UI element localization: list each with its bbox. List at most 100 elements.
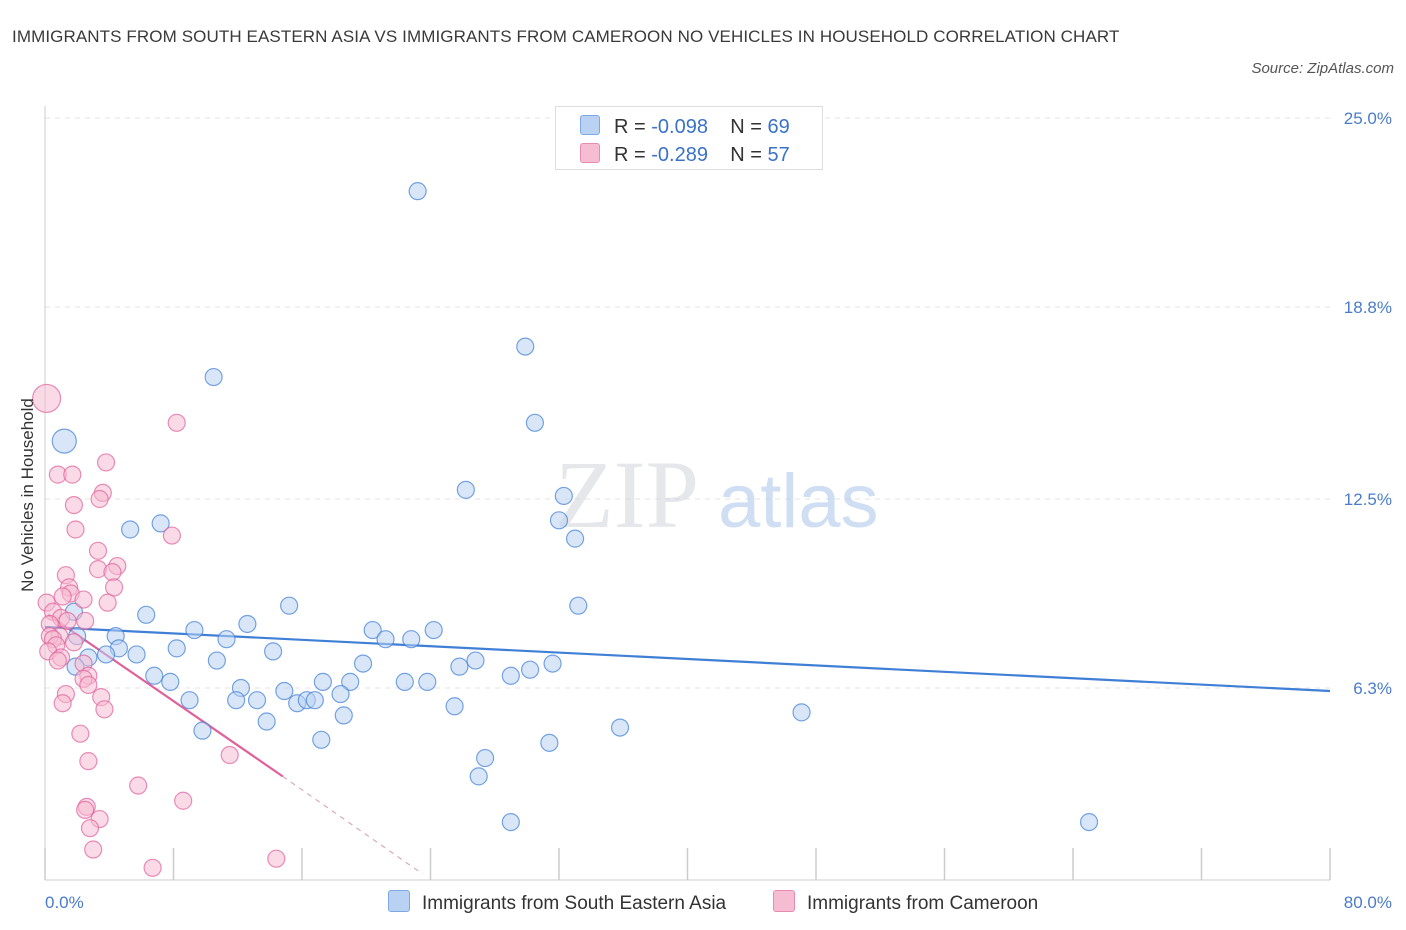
cameroon-point-16: [104, 578, 124, 597]
cameroon-point-30: [64, 633, 84, 652]
sea-point-3: [516, 337, 535, 356]
cameroon-point-0: [32, 383, 62, 414]
correlation-legend: R = -0.098 N = 69 R = -0.289 N = 57: [555, 106, 823, 170]
sea-point-30: [207, 651, 226, 670]
cameroon-point-38: [79, 675, 98, 695]
cameroon-point-13: [103, 563, 122, 582]
sea-point-56: [257, 712, 276, 731]
sea-point-12: [280, 596, 299, 615]
sea-point-15: [238, 614, 257, 634]
cameroon-point-9: [162, 526, 181, 545]
sea-point-11: [569, 596, 588, 615]
sea-point-17: [185, 620, 204, 640]
legend-n-label-blue: N =: [730, 116, 762, 138]
sea-point-9: [151, 514, 170, 533]
sea-point-57: [610, 718, 630, 737]
sea-point-33: [543, 654, 562, 673]
cameroon-point-6: [90, 489, 109, 509]
sea-point-60: [540, 733, 559, 752]
legend-n-value-blue: 69: [767, 116, 790, 138]
series-legend-pink: Immigrants from Cameroon: [773, 890, 1038, 915]
series-legend: Immigrants from South Eastern Asia Immig…: [0, 890, 1406, 914]
legend-r-label-blue: R =: [614, 116, 646, 138]
cameroon-point-26: [58, 611, 77, 631]
cameroon-point-8: [66, 520, 85, 539]
cameroon-point-1: [167, 413, 186, 432]
sea-point-40: [313, 672, 332, 691]
sea-point-5: [456, 480, 475, 499]
sea-point-46: [331, 684, 350, 704]
sea-point-13: [137, 605, 156, 624]
sea-point-8: [565, 529, 585, 548]
sea-point-48: [227, 691, 246, 710]
sea-point-16: [363, 620, 382, 640]
sea-point-21: [217, 630, 236, 649]
y-axis-label: No Vehicles in Household: [18, 398, 37, 592]
sea-point-4: [525, 413, 545, 432]
series-swatch-pink: [773, 890, 795, 912]
sea-point-54: [334, 706, 353, 725]
sea-point-6: [554, 486, 573, 506]
watermark: ZIP atlas: [555, 441, 879, 548]
sea-point-28: [96, 645, 116, 664]
cameroon-point-54: [143, 858, 162, 877]
sea-point-64: [1079, 812, 1099, 832]
y-tick-label-1: 12.5%: [1344, 490, 1392, 509]
sea-point-10: [121, 520, 140, 539]
sea-point-45: [275, 681, 294, 701]
cameroon-point-41: [53, 694, 72, 713]
sea-point-1: [204, 367, 223, 387]
watermark-atlas: atlas: [718, 459, 879, 544]
sea-point-2: [408, 182, 427, 201]
sea-point-37: [145, 666, 164, 685]
cameroon-point-46: [129, 776, 148, 795]
cameroon-point-42: [95, 700, 114, 719]
cameroon-point-10: [88, 541, 108, 560]
trend-line-sea: [44, 625, 1331, 693]
trend-line-cameroon: [47, 613, 284, 778]
sea-point-32: [466, 651, 485, 670]
cameroon-point-35: [48, 651, 67, 670]
cameroon-point-7: [64, 495, 84, 515]
cameroon-point-24: [76, 611, 95, 631]
sea-point-52: [305, 691, 324, 710]
cameroon-point-53: [267, 849, 286, 868]
sea-point-25: [167, 639, 186, 658]
chart-title: IMMIGRANTS FROM SOUTH EASTERN ASIA VS IM…: [12, 27, 1120, 46]
legend-n-label-pink: N =: [730, 144, 762, 166]
axes: [44, 106, 1331, 881]
sea-point-61: [476, 748, 495, 768]
cameroon-point-4: [63, 465, 82, 484]
sea-point-7: [549, 511, 569, 530]
cameroon-point-43: [71, 724, 90, 743]
sea-point-41: [341, 672, 360, 691]
cameroon-point-52: [84, 840, 103, 859]
sea-point-38: [501, 666, 520, 685]
cameroon-point-2: [96, 453, 116, 472]
legend-r-value-pink: -0.289: [651, 144, 708, 166]
series-name-pink: Immigrants from Cameroon: [807, 893, 1039, 914]
cameroon-point-47: [174, 791, 193, 810]
sea-point-58: [193, 721, 212, 740]
cameroon-point-20: [98, 593, 117, 612]
sea-point-35: [450, 657, 469, 676]
legend-r-label-pink: R =: [614, 144, 646, 166]
sea-point-0: [51, 428, 77, 454]
trend-lines: [44, 613, 1331, 875]
series-name-blue: Immigrants from South Eastern Asia: [422, 893, 727, 914]
x-tick-label-1: 80.0%: [1344, 893, 1392, 912]
sea-point-49: [247, 691, 267, 710]
trend-line-cameroon-extension: [282, 775, 423, 875]
sea-point-63: [501, 812, 520, 832]
cameroon-point-18: [53, 587, 72, 606]
x-tick-label-0: 0.0%: [45, 893, 84, 912]
legend-swatch-pink: [580, 143, 600, 163]
sea-point-62: [469, 767, 488, 786]
sea-point-55: [792, 703, 811, 722]
data-points: [32, 182, 1099, 877]
sea-point-53: [445, 697, 464, 716]
sea-point-19: [376, 630, 395, 649]
sea-point-26: [263, 642, 283, 661]
sea-point-36: [520, 660, 540, 679]
